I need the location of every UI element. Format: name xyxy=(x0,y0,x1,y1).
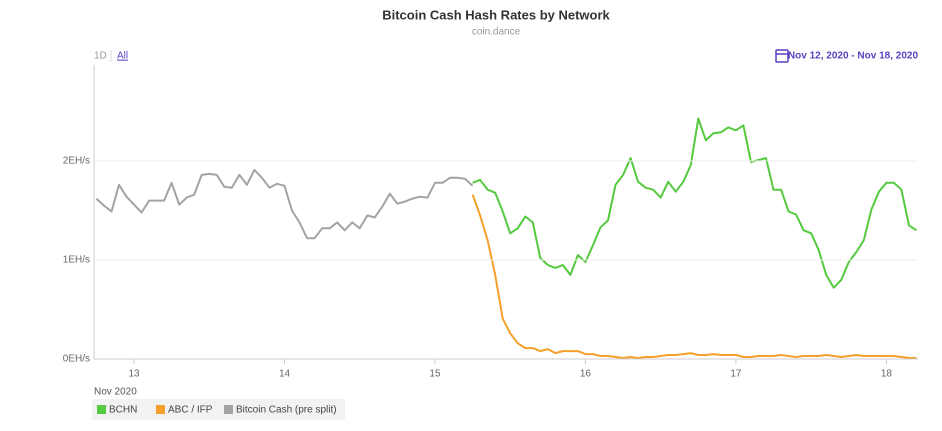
legend-box xyxy=(92,399,345,420)
legend-swatch xyxy=(224,405,233,414)
date-range[interactable]: Nov 12, 2020 - Nov 18, 2020 xyxy=(788,51,919,62)
x-tick-label: 17 xyxy=(730,369,742,380)
x-tick-label: 18 xyxy=(881,369,893,380)
legend-label: ABC / IFP xyxy=(168,405,213,416)
x-tick-label: 13 xyxy=(128,369,140,380)
series-line xyxy=(472,117,918,289)
series-line xyxy=(95,168,474,240)
chart-title: Bitcoin Cash Hash Rates by Network xyxy=(382,7,610,22)
chart-subtitle: coin.dance xyxy=(472,27,521,38)
x-tick-label: 15 xyxy=(429,369,441,380)
plot xyxy=(95,117,918,359)
range-button[interactable]: All xyxy=(117,51,128,62)
y-tick-label: 2EH/s xyxy=(63,156,90,167)
y-tick-label: 0EH/s xyxy=(63,354,90,365)
y-tick-label: 1EH/s xyxy=(63,255,90,266)
legend-label: Bitcoin Cash (pre split) xyxy=(236,405,337,416)
x-axis-label: Nov 2020 xyxy=(94,387,137,398)
legend-swatch xyxy=(156,405,165,414)
calendar-body xyxy=(775,49,789,63)
legend-label: BCHN xyxy=(109,405,137,416)
calendar-icon[interactable] xyxy=(775,49,789,63)
legend-swatch xyxy=(97,405,106,414)
range-button[interactable]: 1D xyxy=(94,51,107,62)
x-tick-label: 14 xyxy=(279,369,291,380)
series-line xyxy=(471,194,917,359)
x-tick-label: 16 xyxy=(580,369,592,380)
